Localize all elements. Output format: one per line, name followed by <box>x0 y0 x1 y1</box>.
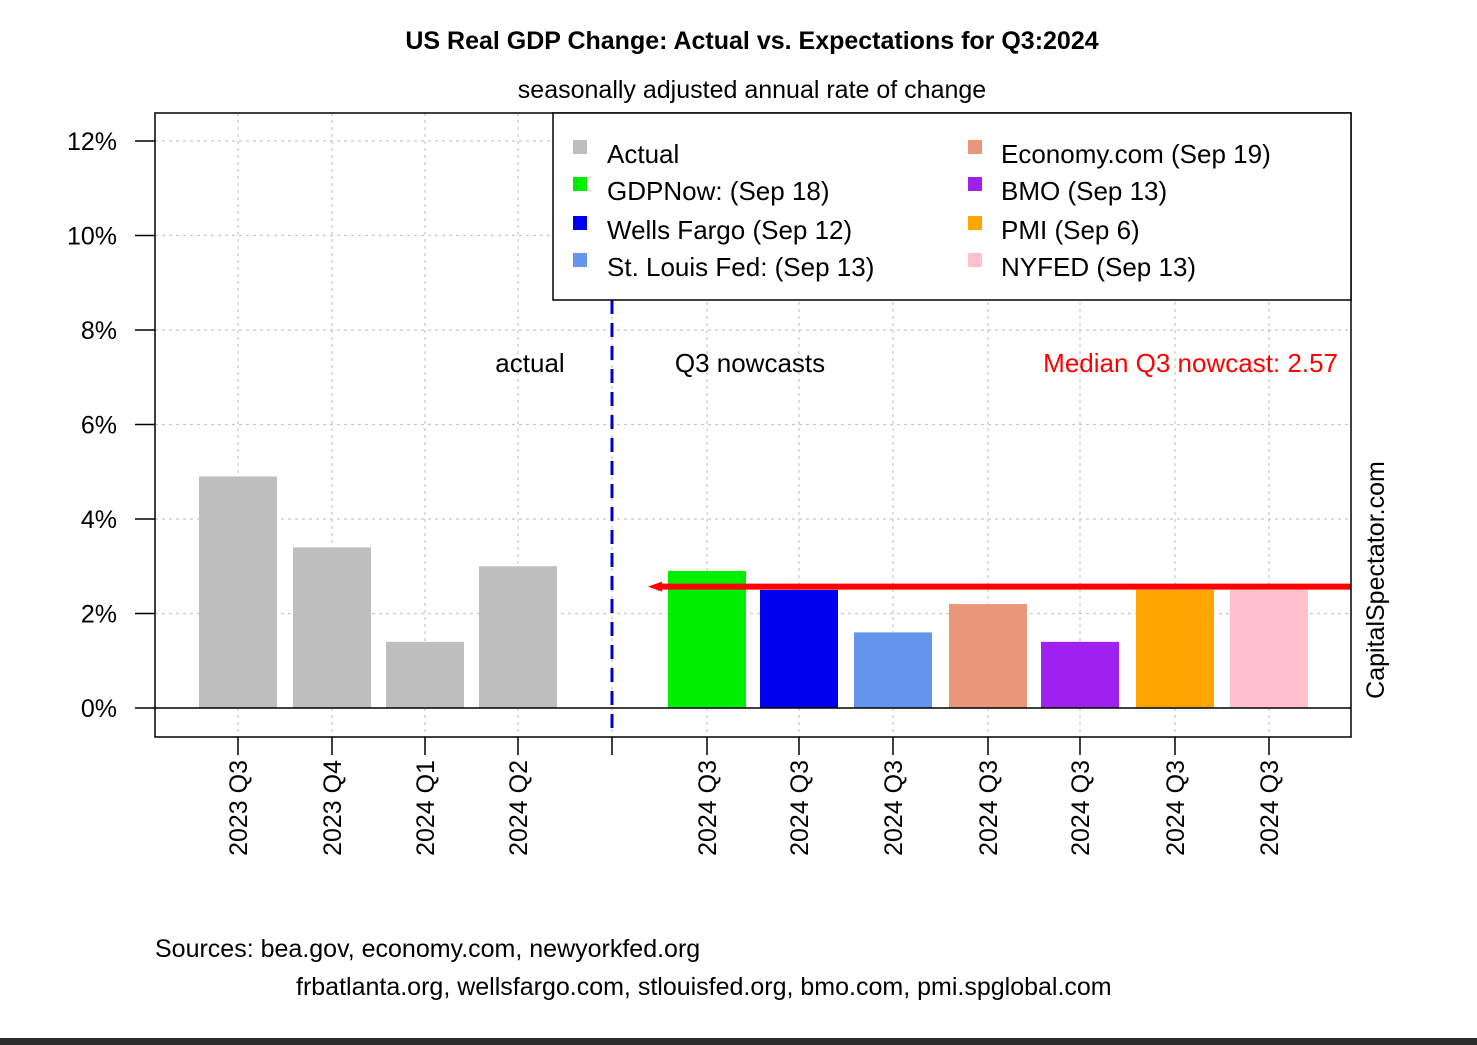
legend-label: Actual <box>607 139 679 169</box>
nowcast-annotation: Q3 nowcasts <box>675 348 825 378</box>
bar-2024-q3-pmi <box>1136 589 1214 708</box>
legend-swatch <box>573 216 587 230</box>
legend-label: St. Louis Fed: (Sep 13) <box>607 252 874 282</box>
legend-box <box>552 112 1352 301</box>
bar-2024-q2-actual <box>479 566 557 708</box>
chart-subtitle: seasonally adjusted annual rate of chang… <box>518 76 986 104</box>
median-line-arrowhead <box>648 581 662 592</box>
bar-2024-q3-nyfed <box>1230 589 1308 708</box>
bars <box>199 476 1308 708</box>
legend-swatch <box>573 140 587 154</box>
legend-swatch <box>573 177 587 191</box>
x-tick-label: 2024 Q3 <box>1256 760 1284 856</box>
bar-2024-q3-gdpnow <box>668 570 746 708</box>
x-tick-label: 2024 Q3 <box>975 760 1003 856</box>
x-axis: 2023 Q3 2023 Q4 2024 Q1 2024 Q2 2024 Q3 2024 … <box>225 737 1284 856</box>
x-tick-label: 2024 Q3 <box>694 760 722 856</box>
bar-2024-q3-bmo <box>1041 641 1119 708</box>
sources-line-1: Sources: bea.gov, economy.com, newyorkfe… <box>155 935 700 963</box>
legend-swatch <box>968 216 982 230</box>
y-tick-label: 6% <box>81 412 117 440</box>
y-tick-label: 4% <box>81 506 117 534</box>
actual-annotation: actual <box>495 348 564 378</box>
y-tick-label: 0% <box>81 695 117 723</box>
y-tick-label: 10% <box>67 223 117 251</box>
legend-swatch <box>573 253 587 267</box>
x-tick-label: 2023 Q4 <box>319 760 347 856</box>
y-axis: 0% 2% 4% 6% 8% 10% 12% <box>67 128 155 723</box>
watermark-label: CapitalSpectator.com <box>1362 461 1390 699</box>
bar-2023-q3-actual <box>199 476 277 708</box>
chart-title: US Real GDP Change: Actual vs. Expectati… <box>405 27 1098 55</box>
bar-2024-q3-st. <box>854 632 932 708</box>
y-tick-label: 8% <box>81 317 117 345</box>
x-tick-label: 2024 Q3 <box>786 760 814 856</box>
legend-label: Economy.com (Sep 19) <box>1001 139 1271 169</box>
median-annotation: Median Q3 nowcast: 2.57 <box>1043 348 1338 378</box>
x-tick-label: 2024 Q2 <box>505 760 533 856</box>
legend-label: GDPNow: (Sep 18) <box>607 176 830 206</box>
legend-label: Wells Fargo (Sep 12) <box>607 215 852 245</box>
x-tick-label: 2024 Q3 <box>1067 760 1095 856</box>
legend-label: BMO (Sep 13) <box>1001 176 1167 206</box>
x-tick-label: 2024 Q1 <box>412 760 440 856</box>
bar-2024-q3-economy.com <box>949 604 1027 708</box>
legend-swatch <box>968 253 982 267</box>
y-tick-label: 12% <box>67 128 117 156</box>
bar-2023-q4-actual <box>293 547 371 708</box>
sources-line-2: frbatlanta.org, wellsfargo.com, stlouisf… <box>296 973 1112 1001</box>
y-tick-label: 2% <box>81 601 117 629</box>
x-tick-label: 2024 Q3 <box>880 760 908 856</box>
legend-label: PMI (Sep 6) <box>1001 215 1140 245</box>
bar-2024-q1-actual <box>386 641 464 708</box>
legend-swatch <box>968 177 982 191</box>
window-bottom-edge <box>0 1038 1477 1045</box>
x-tick-label: 2023 Q3 <box>225 760 253 856</box>
legend-label: NYFED (Sep 13) <box>1001 252 1196 282</box>
legend-swatch <box>968 140 982 154</box>
x-tick-label: 2024 Q3 <box>1162 760 1190 856</box>
bar-2024-q3-wells <box>760 589 838 708</box>
legend: Actual GDPNow: (Sep 18) Wells Fargo (Sep 1… <box>552 112 1352 301</box>
